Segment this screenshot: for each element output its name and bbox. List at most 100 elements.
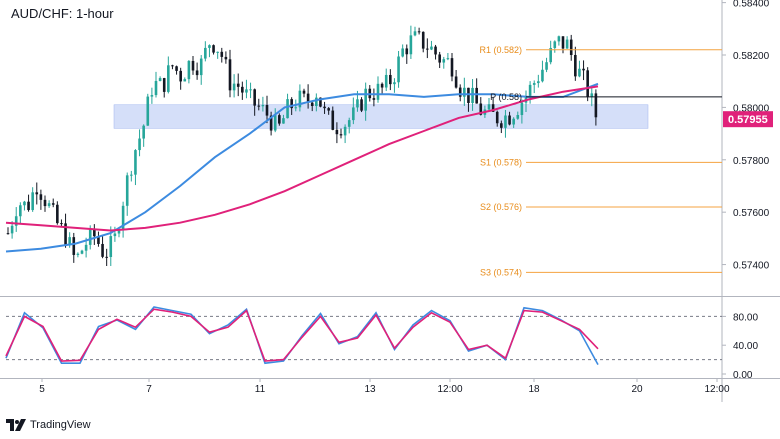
x-tick-label: 11 (255, 384, 266, 395)
candle-body (236, 83, 240, 87)
tradingview-brand[interactable]: TradingView (6, 416, 91, 434)
candle-body (294, 107, 298, 109)
candle-body (421, 31, 425, 49)
candle-body (51, 203, 55, 205)
candle-body (586, 70, 589, 98)
candle-body (212, 45, 215, 53)
candle-body (590, 93, 594, 98)
candle-body (35, 192, 39, 195)
y-tick-label: 0.58000 (733, 103, 770, 114)
oscillator-line-2 (5, 308, 599, 362)
candle-body (360, 99, 363, 111)
oscillator-tick-label: 0.00 (733, 370, 753, 381)
level-label-5: S3 (0.574) (480, 267, 522, 277)
candle-body (409, 35, 413, 55)
candle-body (569, 39, 573, 55)
candle-body (265, 105, 269, 116)
candle-body (64, 223, 67, 246)
candle-body (327, 108, 330, 111)
candle-body (134, 150, 137, 175)
x-tick-label: 20 (631, 384, 643, 395)
candle-body (315, 97, 318, 107)
candle-body (249, 89, 252, 91)
candle-body (14, 216, 18, 226)
candle-body (339, 134, 343, 136)
candle-body (467, 87, 470, 104)
candle-body (43, 199, 47, 207)
candle-body (80, 250, 84, 254)
candle-body (204, 47, 207, 59)
candle-body (245, 89, 248, 93)
candle-body (376, 83, 380, 100)
candle-body (187, 60, 191, 80)
candle-body (167, 65, 170, 92)
candle-body (117, 230, 121, 234)
candle-body (125, 175, 129, 206)
candle-body (282, 118, 285, 124)
candle-body (290, 99, 293, 109)
candle-body (93, 228, 96, 237)
x-tick-label: 7 (146, 384, 152, 395)
moving-average-line-1 (5, 82, 599, 253)
candle-body (430, 46, 433, 50)
candle-body (574, 54, 577, 77)
candle-body (220, 51, 224, 57)
candle-body (97, 236, 100, 244)
candle-body (446, 58, 450, 60)
x-tick-label: 12:00 (704, 384, 729, 395)
candle-body (557, 36, 561, 42)
candle-body (130, 174, 133, 176)
candle-body (500, 123, 503, 128)
candle-body (343, 126, 347, 136)
candle-body (84, 244, 88, 251)
candle-body (565, 39, 569, 49)
level-label-1: R1 (0.582) (479, 45, 522, 55)
candle-body (224, 56, 228, 60)
candle-body (216, 51, 219, 53)
candle-body (532, 83, 536, 85)
candle-body (286, 99, 289, 119)
candle-body (323, 106, 326, 109)
y-tick-label: 0.57800 (733, 156, 770, 167)
last-price-label: 0.57955 (728, 114, 768, 126)
candle-body (479, 103, 483, 115)
candle-body (302, 90, 306, 94)
candle-body (56, 204, 59, 224)
candle-body (253, 89, 256, 106)
candle-body (458, 87, 462, 97)
candle-body (162, 78, 166, 92)
candle-body (372, 98, 376, 100)
tradingview-label: TradingView (30, 419, 91, 431)
candle-body (504, 115, 507, 128)
candle-body (549, 48, 552, 63)
candle-body (199, 58, 203, 76)
candle-body (545, 62, 548, 70)
candle-body (516, 115, 520, 119)
candle-body (508, 115, 511, 125)
candle-body (257, 105, 261, 107)
candle-body (434, 46, 437, 55)
candle-body (405, 48, 409, 55)
candle-body (195, 70, 199, 76)
candle-body (273, 115, 277, 131)
candle-body (31, 192, 34, 211)
oscillator-tick-label: 80.00 (733, 312, 758, 323)
y-tick-label: 0.58200 (733, 51, 770, 62)
candle-body (158, 78, 162, 81)
candle-body (380, 83, 384, 88)
x-tick-label: 13 (364, 384, 376, 395)
candle-body (471, 87, 474, 104)
candle-body (39, 194, 43, 200)
candle-body (138, 138, 141, 151)
y-tick-label: 0.57400 (733, 261, 770, 272)
candle-body (450, 58, 454, 77)
candle-body (121, 205, 125, 231)
support-zone-rect (113, 104, 649, 129)
candle-body (68, 237, 71, 246)
candle-body (105, 256, 108, 258)
candle-body (475, 87, 478, 104)
candle-body (146, 96, 150, 126)
candle-body (578, 68, 581, 77)
candle-body (306, 93, 310, 103)
